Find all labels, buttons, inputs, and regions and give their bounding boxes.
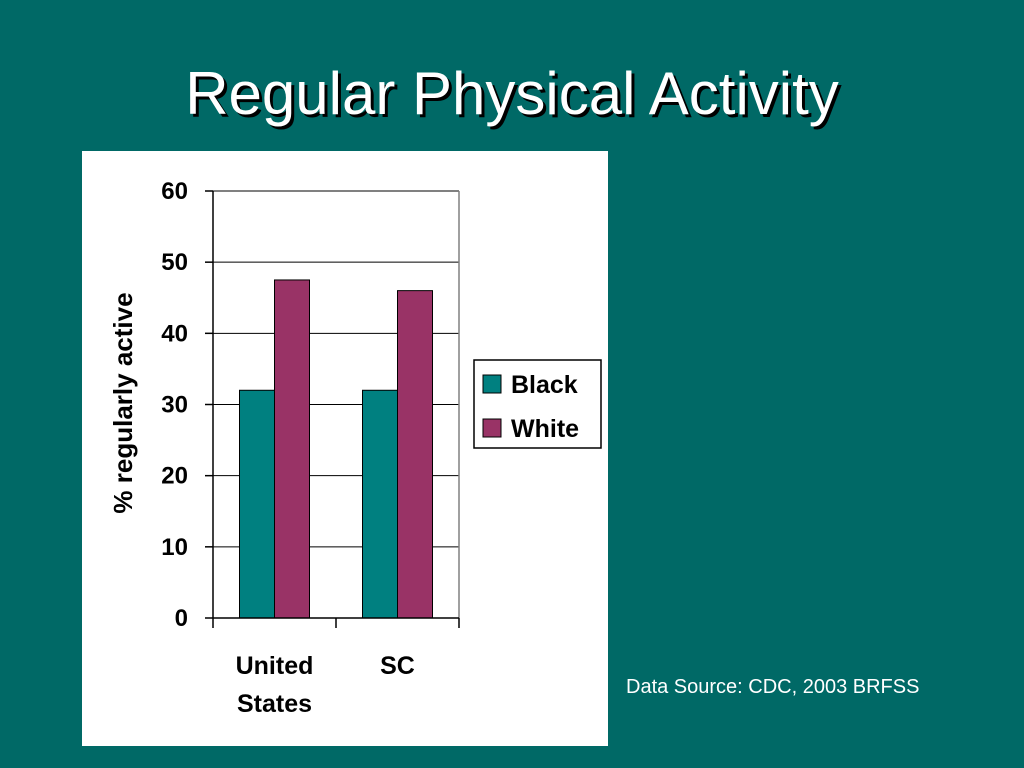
y-tick-label: 50 <box>161 249 188 276</box>
bars <box>239 279 433 619</box>
bar-white-0 <box>274 279 310 619</box>
y-tick-label: 60 <box>161 178 188 205</box>
y-tick-labels: 0 10 20 30 40 50 60 <box>161 178 188 632</box>
y-tick-label: 20 <box>161 463 188 490</box>
bar-white-1 <box>397 290 433 619</box>
y-tick-label: 0 <box>175 605 188 632</box>
data-source-note: Data Source: CDC, 2003 BRFSS <box>626 676 920 698</box>
legend-swatch-black <box>482 374 502 394</box>
legend-label-black: Black <box>511 371 578 399</box>
x-category-label: SC <box>380 652 415 680</box>
x-category-label: United <box>236 652 314 680</box>
slide-title: Regular Physical Activity <box>185 60 839 127</box>
chart-panel: 0 10 20 30 40 50 60 United States SC % regularly… <box>82 151 608 746</box>
x-category-label: States <box>237 690 312 718</box>
y-tick-label: 10 <box>161 534 188 561</box>
x-category-labels: United States SC <box>236 652 415 718</box>
legend-label-white: White <box>511 415 579 443</box>
y-axis-title: % regularly active <box>108 292 138 513</box>
legend-swatch-white <box>482 418 502 438</box>
axes <box>205 190 460 628</box>
bar-chart: 0 10 20 30 40 50 60 United States SC % regularly… <box>108 178 602 718</box>
y-tick-label: 40 <box>161 320 188 347</box>
legend: Black White <box>473 359 602 449</box>
bar-black-1 <box>362 389 398 619</box>
y-tick-label: 30 <box>161 392 188 419</box>
bar-black-0 <box>239 389 275 619</box>
